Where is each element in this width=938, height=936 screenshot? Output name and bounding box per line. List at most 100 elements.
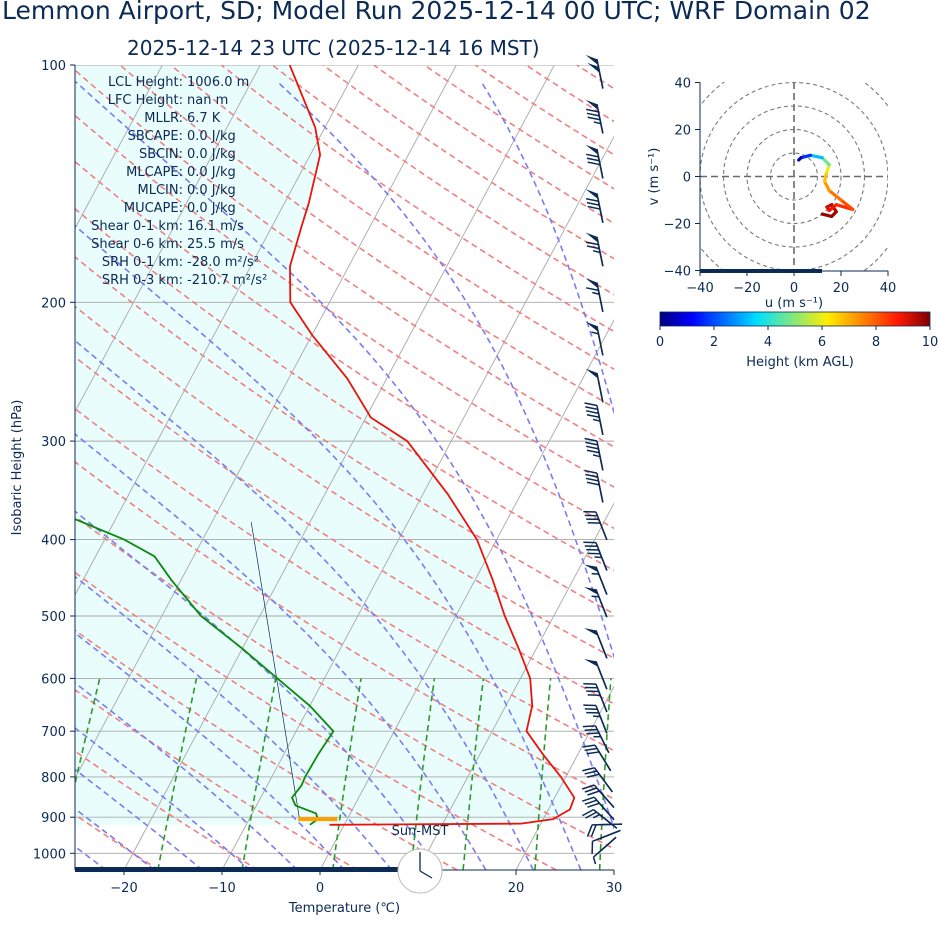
hodograph-segment [799,153,813,160]
isotherm-line [319,319,614,870]
wind-barb [592,836,617,865]
barb-flag [586,751,600,755]
parcel-path-line [250,521,300,818]
barb-flag [585,477,599,482]
dry-adiabat-line [271,65,614,296]
colorbar-gradient [659,311,931,327]
barb-staff [596,325,604,356]
barb-flag [586,773,600,778]
stat-value: 0.0 J/kg [187,165,236,180]
barb-flag [585,241,599,246]
dry-adiabat-line [75,407,614,752]
y-tick-label: 200 [41,296,66,311]
dry-adiabat-line [119,65,614,409]
barb-half-flag [591,331,599,335]
isotherm-line [712,65,938,870]
mixing-ratio-line [534,678,552,870]
stat-value: -210.7 m²/s² [187,273,267,288]
hodograph-x-tick-label: −40 [686,281,713,296]
isotherm-line [75,65,261,413]
hodograph-segment [820,212,834,219]
barb-staff [592,829,621,843]
barb-flag [586,690,599,693]
moist-adiabat-line [75,433,487,870]
barb-flag [586,711,599,714]
barb-half-flag [594,556,602,559]
barb-flag [584,686,598,689]
mixing-ratio-line [647,678,655,870]
barb-flag [587,552,601,555]
hodograph-x-label: u (m s⁻¹) [765,296,823,311]
barb-flag [585,811,597,819]
stat-value: 0.0 J/kg [187,183,236,198]
barb-flag [587,116,601,121]
y-tick-label: 100 [41,59,66,74]
barb-flag [584,545,598,548]
colorbar-tick-label: 4 [764,335,772,350]
barb-staff [595,542,608,571]
hodograph-segment [820,156,831,167]
x-tick-label: 30 [606,881,623,896]
barb-half-flag [592,454,601,458]
colorbar-tick-label: 8 [872,335,880,350]
hodograph-y-tick-label: 20 [674,124,691,139]
barb-half-flag [593,735,601,738]
dry-adiabat-line [75,571,557,870]
stat-label: SBCAPE: [128,129,183,144]
barb-flag [586,245,600,250]
barb-flag [584,469,598,474]
barb-flag [587,802,600,808]
hodograph-x-tick-label: 40 [880,281,897,296]
barb-flag [585,410,599,415]
barb-staff [596,236,604,267]
mixing-ratio-line [598,678,612,870]
isotherm-line [221,135,614,870]
hodograph-y-tick-label: 40 [674,77,691,92]
barb-flag [583,510,596,513]
barb-flag [584,787,598,793]
barb-staff [593,836,617,858]
barb-half-flag [592,249,601,254]
barb-flag [584,747,598,752]
x-tick-label: −10 [208,881,235,896]
barb-pennant [584,628,599,636]
wind-barb [582,725,610,754]
barb-flag [581,796,595,802]
isotherm-line [75,65,457,780]
barb-flag [581,808,594,817]
x-tick-label: 0 [316,881,324,896]
wind-barb [583,704,608,734]
wind-barb [585,278,604,313]
hodograph-segment [822,179,831,193]
x-tick-label: −20 [110,881,137,896]
isotherm-line [75,65,163,230]
barb-flag [586,449,600,454]
barb-half-flag [593,715,601,718]
barb-flag [586,413,600,418]
barb-flag [591,841,594,854]
wind-barb [581,796,615,821]
stat-value: 0.0 J/kg [187,201,236,216]
dry-adiabat-line [75,114,614,489]
wind-barb [585,189,604,223]
stat-value: nan m [187,93,228,108]
barb-pennant [584,587,599,595]
mixing-ratio-line [157,678,198,870]
y-tick-label: 300 [41,435,66,450]
stat-value: 25.5 m/s [187,237,244,252]
barb-flag [590,824,597,837]
mixing-ratio-line [462,678,485,870]
barb-flag [585,406,598,411]
barb-flag [585,441,598,446]
colorbar-tick-label: 10 [922,335,938,350]
moist-adiabat-line [75,81,614,830]
hodograph-y-tick-label: 0 [683,171,691,186]
stat-label: LCL Height: [108,75,183,90]
stat-label: MUCAPE: [124,201,183,216]
barb-staff [593,796,615,821]
moist-adiabat-line [75,681,298,870]
dry-adiabat-line [75,255,614,615]
barb-flag [583,541,596,544]
skew-t-axes: 1000 900 800 700 600 500 400 300 200 100 −20 −10 0 10… [10,59,622,916]
